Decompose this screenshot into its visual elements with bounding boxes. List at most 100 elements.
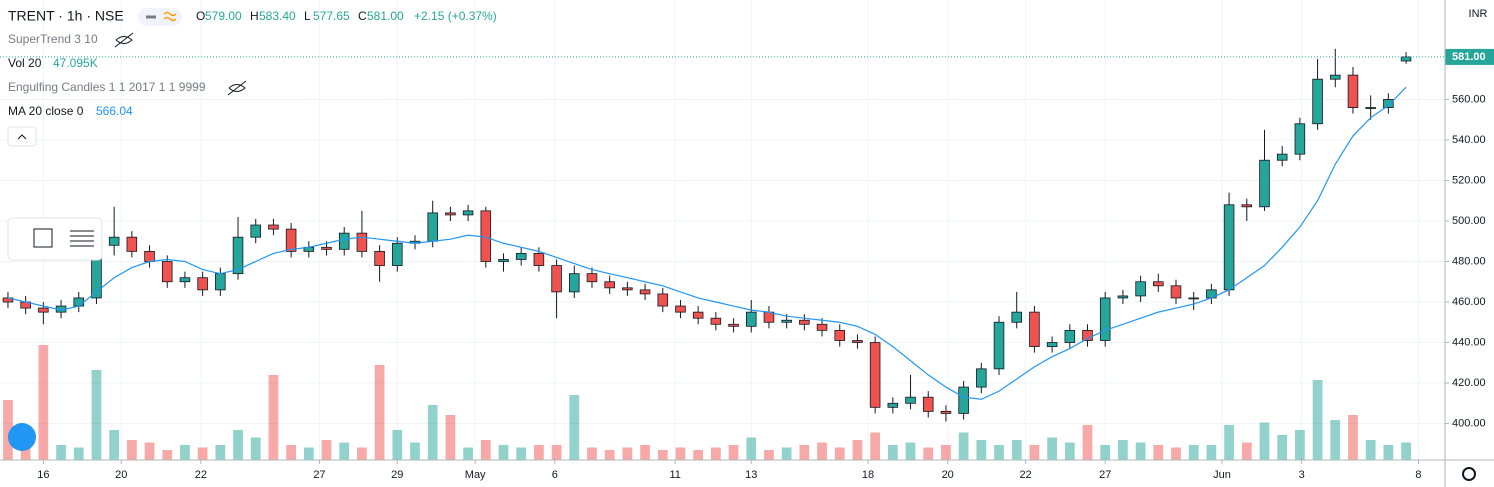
hidden-icon[interactable] (114, 32, 134, 48)
drawing-toolbar (7, 217, 103, 261)
volume-bar (870, 432, 881, 460)
volume-bar (38, 345, 49, 460)
ohlc-label: O (196, 9, 205, 23)
volume-bar (321, 440, 332, 460)
candle-body (604, 281, 615, 289)
candle-body (250, 224, 261, 238)
volume-bar (463, 447, 473, 460)
volume-bar (817, 442, 827, 460)
indicator-name[interactable]: Engulfing Candles 1 1 2017 1 1 9999 (8, 80, 206, 94)
candle-body (1312, 78, 1323, 125)
candle-body (1011, 311, 1022, 323)
candle-body (569, 273, 580, 293)
candle-body (161, 261, 173, 283)
candle-body (905, 396, 916, 404)
indicator-name[interactable]: MA 20 close 0 (8, 104, 84, 118)
volume-bar (233, 430, 243, 460)
y-tick-label: 420.00 (1452, 377, 1486, 389)
volume-bar (746, 437, 757, 460)
x-tick-label: 8 (1415, 469, 1421, 481)
volume-bar (498, 445, 509, 460)
candle-body (445, 212, 456, 216)
candle-body (887, 402, 899, 408)
y-tick-label: 440.00 (1452, 336, 1486, 348)
volume-bar (126, 440, 137, 460)
candle-body (232, 236, 244, 275)
candle-body (799, 319, 810, 325)
indicator-name[interactable]: SuperTrend 3 10 (8, 32, 98, 46)
candle-body (197, 277, 208, 291)
candle-body (321, 246, 332, 250)
hidden-icon[interactable] (227, 80, 247, 96)
volume-bar (728, 445, 739, 460)
ohlc-value: 577.65 (313, 9, 350, 23)
candle-body (1064, 329, 1076, 343)
y-tick-label: 560.00 (1452, 93, 1486, 105)
volume-bar (162, 450, 173, 460)
candle-body (462, 210, 474, 216)
currency: INR (1469, 8, 1488, 20)
volume-bar (445, 415, 456, 460)
candle-body (745, 311, 757, 327)
volume-bar (569, 395, 580, 460)
volume-bar (286, 445, 296, 460)
candle-body (692, 311, 704, 319)
volume-bar (303, 447, 314, 460)
candle-body (392, 242, 403, 266)
x-tick-label: 16 (37, 469, 49, 481)
volume-bar (1312, 380, 1323, 460)
lines-tool[interactable] (70, 230, 94, 247)
candle-body (1259, 159, 1270, 208)
ma-line (7, 86, 1407, 400)
logo[interactable] (8, 423, 36, 451)
symbol-title[interactable]: TRENT · 1h · NSE (8, 8, 124, 24)
candle-body (533, 252, 545, 266)
indicator-name[interactable]: Vol 20 (8, 56, 42, 70)
volume-bar (1401, 442, 1411, 460)
y-tick-label: 500.00 (1452, 215, 1486, 227)
x-tick-label: 11 (669, 469, 680, 481)
volume-bar (1100, 445, 1111, 460)
last-price-box (1445, 48, 1494, 65)
rect-tool[interactable] (33, 228, 53, 248)
candle-body (1330, 74, 1341, 80)
market-status[interactable] (138, 8, 182, 26)
volume-bar (339, 442, 350, 460)
volume-bar (392, 430, 403, 460)
candle-body (427, 212, 438, 242)
volume-bar (1383, 445, 1394, 460)
candle-body (1135, 281, 1146, 297)
candle-body (869, 342, 881, 408)
candle-body (1153, 281, 1164, 287)
volume-bar (693, 450, 704, 460)
candle-body (976, 368, 987, 388)
candle-body (551, 265, 562, 293)
volume-bar (268, 375, 279, 460)
candle-body (515, 252, 527, 260)
candle-body (1082, 329, 1093, 341)
ohlc-label: L (304, 9, 311, 23)
candle-body (993, 321, 1005, 370)
volume-bar (710, 447, 721, 460)
volume-bar (1330, 420, 1341, 460)
candle-body (73, 297, 85, 307)
volume-bar (799, 445, 810, 460)
volume-bar (1188, 445, 1199, 460)
volume-bar (1259, 422, 1270, 460)
candle-body (622, 287, 633, 291)
x-tick-label: 27 (1099, 469, 1111, 481)
candle-body (728, 323, 739, 327)
candle-body (108, 236, 120, 246)
candle-body (958, 386, 969, 414)
volume-bar (976, 440, 987, 460)
collapse-button[interactable] (7, 126, 37, 147)
candle-body (1294, 123, 1306, 155)
volume-bar (1365, 440, 1376, 460)
volume-bar (91, 370, 102, 460)
volume-bar (1153, 445, 1164, 460)
settings-button[interactable] (1462, 467, 1476, 481)
ohlc-label: H (250, 9, 259, 23)
y-tick-label: 540.00 (1452, 134, 1486, 146)
volume-bar (250, 437, 261, 460)
